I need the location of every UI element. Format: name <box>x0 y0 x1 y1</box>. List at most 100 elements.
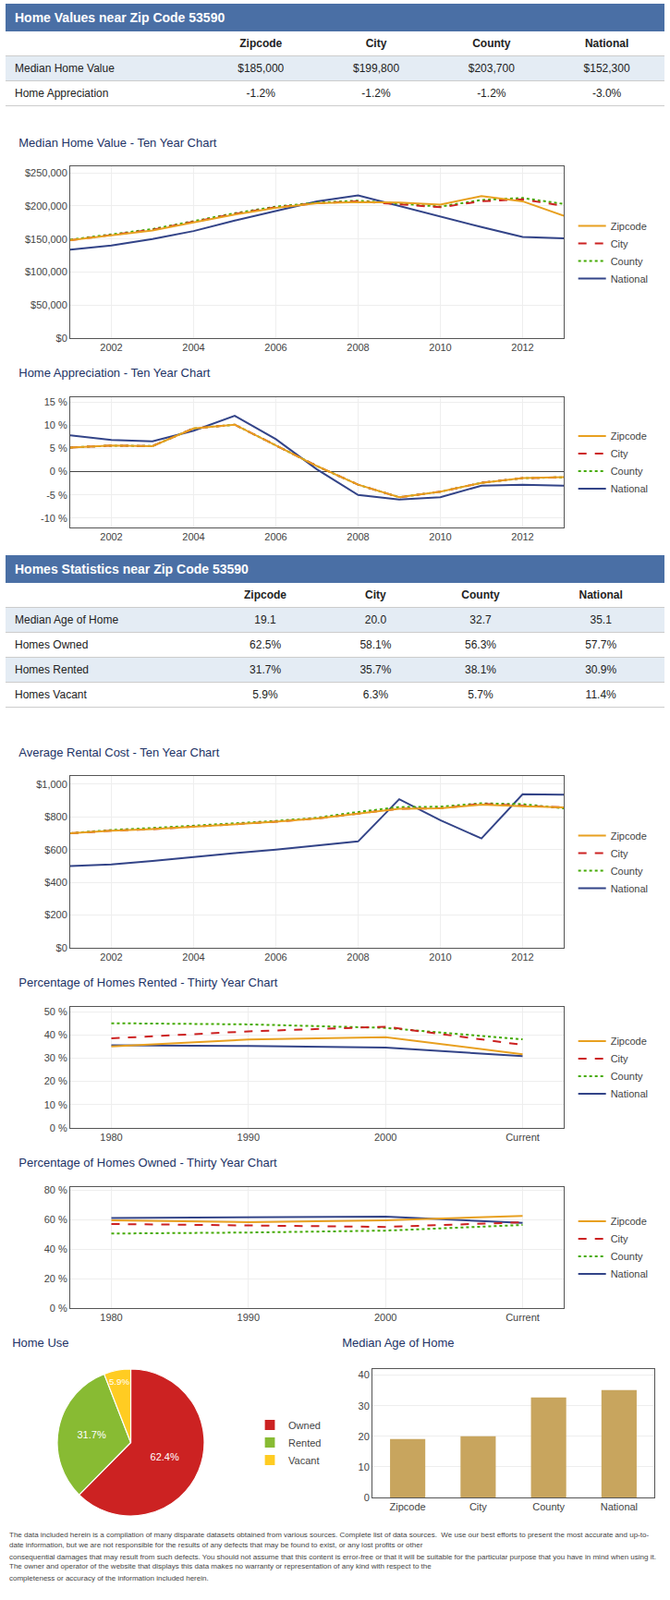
svg-text:Current: Current <box>505 1312 540 1324</box>
svg-text:City: City <box>610 848 629 860</box>
svg-text:$0: $0 <box>56 332 68 344</box>
svg-text:80 %: 80 % <box>44 1184 68 1196</box>
svg-text:$600: $600 <box>44 844 67 856</box>
svg-text:Zipcode: Zipcode <box>610 1035 647 1048</box>
svg-text:$400: $400 <box>44 877 67 889</box>
svg-text:40 %: 40 % <box>44 1029 68 1041</box>
svg-text:Home Appreciation - Ten Year C: Home Appreciation - Ten Year Chart <box>18 365 211 380</box>
svg-text:10: 10 <box>357 1461 369 1474</box>
svg-text:Median Home Value - Ten Year C: Median Home Value - Ten Year Chart <box>18 135 218 150</box>
svg-text:National: National <box>610 1268 648 1280</box>
svg-text:2006: 2006 <box>264 951 287 963</box>
svg-text:Zipcode: Zipcode <box>610 220 647 232</box>
svg-text:Zipcode: Zipcode <box>389 1501 426 1513</box>
svg-text:Median Age of Home: Median Age of Home <box>341 1336 454 1351</box>
svg-text:2008: 2008 <box>346 951 369 963</box>
svg-text:0 %: 0 % <box>49 1303 68 1315</box>
svg-text:County: County <box>610 1251 644 1263</box>
svg-text:$1,000: $1,000 <box>36 779 68 791</box>
svg-text:Vacant: Vacant <box>288 1455 319 1467</box>
svg-text:City: City <box>610 1053 629 1065</box>
svg-text:2012: 2012 <box>511 951 534 963</box>
svg-text:Zipcode: Zipcode <box>610 430 647 442</box>
svg-text:1990: 1990 <box>237 1312 260 1324</box>
svg-text:Zipcode: Zipcode <box>610 830 647 842</box>
svg-text:2004: 2004 <box>182 341 205 354</box>
svg-text:Percentage of Homes Rented - T: Percentage of Homes Rented - Thirty Year… <box>18 975 279 990</box>
svg-text:2002: 2002 <box>99 951 122 963</box>
svg-text:2000: 2000 <box>374 1132 397 1144</box>
svg-text:City: City <box>468 1501 487 1513</box>
svg-text:County: County <box>610 865 644 878</box>
svg-text:2000: 2000 <box>374 1312 397 1324</box>
svg-text:City: City <box>610 448 629 460</box>
svg-text:30 %: 30 % <box>44 1052 68 1064</box>
svg-text:5.9%: 5.9% <box>109 1376 131 1388</box>
svg-text:2010: 2010 <box>428 951 451 963</box>
svg-text:Owned: Owned <box>288 1420 321 1432</box>
svg-text:60 %: 60 % <box>44 1214 68 1226</box>
svg-text:2006: 2006 <box>264 341 287 354</box>
svg-text:31.7%: 31.7% <box>76 1429 106 1441</box>
svg-text:2004: 2004 <box>182 531 205 543</box>
svg-text:50 %: 50 % <box>44 1006 68 1018</box>
svg-text:County: County <box>610 1071 644 1083</box>
svg-text:2010: 2010 <box>428 341 451 354</box>
svg-text:$50,000: $50,000 <box>30 299 68 311</box>
svg-text:County: County <box>532 1501 565 1513</box>
svg-text:Home Use: Home Use <box>12 1336 69 1351</box>
svg-text:County: County <box>610 255 644 268</box>
svg-text:2008: 2008 <box>346 531 369 543</box>
svg-text:$250,000: $250,000 <box>24 167 68 179</box>
html-text:Homes Statistics near Zip Code: Homes Statistics near Zip Code 53590 <box>14 561 249 577</box>
svg-text:2004: 2004 <box>182 951 205 963</box>
svg-text:National: National <box>610 483 648 495</box>
svg-text:2012: 2012 <box>511 531 534 543</box>
svg-text:2002: 2002 <box>99 341 122 354</box>
svg-text:2002: 2002 <box>99 531 122 543</box>
svg-text:1980: 1980 <box>99 1132 122 1144</box>
svg-text:City: City <box>610 1233 629 1245</box>
svg-text:Rented: Rented <box>288 1437 321 1450</box>
svg-text:Percentage of Homes Owned - Th: Percentage of Homes Owned - Thirty Year … <box>18 1156 278 1170</box>
svg-text:$100,000: $100,000 <box>24 266 68 278</box>
svg-text:30: 30 <box>357 1400 369 1413</box>
svg-text:2008: 2008 <box>346 341 369 354</box>
svg-text:2012: 2012 <box>511 341 534 354</box>
html-text:consequential damages that may: consequential damages that may result fr… <box>9 1553 658 1572</box>
svg-text:National: National <box>610 883 648 895</box>
svg-text:20 %: 20 % <box>44 1075 68 1087</box>
svg-text:2006: 2006 <box>264 531 287 543</box>
svg-text:-10 %: -10 % <box>40 512 68 524</box>
svg-text:1990: 1990 <box>237 1132 260 1144</box>
svg-text:National: National <box>610 273 648 285</box>
svg-text:National: National <box>610 1088 648 1100</box>
svg-text:County: County <box>610 465 644 477</box>
svg-text:Zipcode: Zipcode <box>610 1216 647 1228</box>
svg-text:0 %: 0 % <box>49 465 68 477</box>
svg-text:$200: $200 <box>44 909 67 921</box>
svg-text:City: City <box>610 238 629 250</box>
svg-text:40: 40 <box>357 1369 369 1381</box>
svg-text:Current: Current <box>505 1132 540 1144</box>
svg-text:$800: $800 <box>44 811 67 823</box>
svg-text:10 %: 10 % <box>44 419 68 431</box>
svg-text:$0: $0 <box>56 942 68 954</box>
svg-text:1980: 1980 <box>99 1312 122 1324</box>
svg-text:National: National <box>599 1501 637 1513</box>
svg-text:0 %: 0 % <box>49 1122 68 1134</box>
html-text:The data included herein is a: The data included herein is a compilatio… <box>9 1531 649 1550</box>
svg-text:20: 20 <box>357 1431 369 1443</box>
svg-text:-5 %: -5 % <box>46 489 68 501</box>
svg-text:$150,000: $150,000 <box>24 233 68 245</box>
svg-text:0: 0 <box>363 1492 369 1504</box>
svg-text:Average Rental Cost - Ten Year: Average Rental Cost - Ten Year Chart <box>18 745 220 760</box>
svg-text:5 %: 5 % <box>49 442 68 454</box>
svg-text:62.4%: 62.4% <box>150 1451 180 1463</box>
svg-text:10 %: 10 % <box>44 1099 68 1111</box>
svg-text:15 %: 15 % <box>44 396 68 408</box>
svg-text:2010: 2010 <box>428 531 451 543</box>
svg-text:$200,000: $200,000 <box>24 200 68 212</box>
svg-text:40 %: 40 % <box>44 1243 68 1255</box>
svg-text:20 %: 20 % <box>44 1273 68 1285</box>
